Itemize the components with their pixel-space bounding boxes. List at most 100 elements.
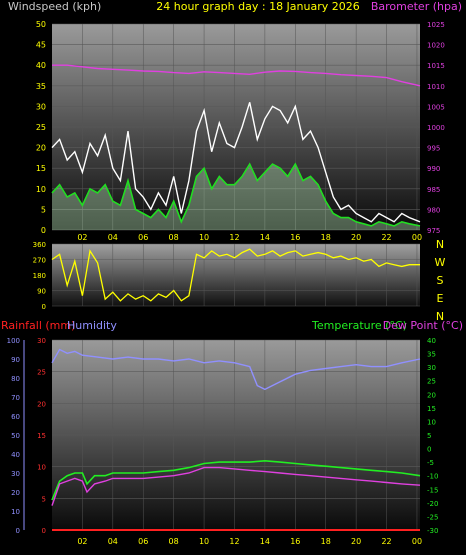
wind-x-tick-label: 02 [77, 233, 87, 242]
wind-y-tick-label: 50 [36, 20, 46, 29]
temperature-y-tick-label: 15 [427, 405, 436, 413]
wind-y-tick-label: 45 [36, 41, 46, 50]
rainfall-y-tick-label: 30 [37, 337, 46, 345]
temperature-y-tick-label: -10 [427, 473, 438, 481]
temperature-y-tick-label: -5 [427, 459, 434, 467]
rainfall-y-tick-label: 0 [42, 527, 46, 535]
direction-y-tick-label: 90 [37, 288, 46, 296]
windspeed-title: Windspeed (kph) [8, 0, 101, 13]
humidity-y-tick-label: 70 [11, 394, 20, 402]
dewpoint-line [51, 466, 421, 506]
temperature-y-tick-label: -30 [427, 527, 438, 535]
barometer-title: Barometer (hpa) [371, 0, 462, 13]
barometer-y-tick-label: 1020 [427, 42, 445, 50]
wind-y-tick-label: 5 [41, 205, 46, 214]
wind-y-tick-label: 20 [36, 144, 46, 153]
wind-x-tick-label: 06 [138, 233, 148, 242]
wind-y-tick-label: 10 [36, 185, 46, 194]
wind-y-tick-label: 30 [36, 102, 46, 111]
rainfall-title: Rainfall (mm) [1, 319, 75, 332]
compass-label: W [435, 256, 446, 269]
wind-x-tick-label: 00 [412, 233, 422, 242]
temp-x-tick-label: 22 [381, 537, 391, 546]
humidity-y-tick-label: 60 [11, 413, 20, 421]
temperature-y-tick-label: -20 [427, 500, 438, 508]
barometer-y-tick-label: 1025 [427, 21, 445, 29]
wind-y-tick-label: 15 [36, 164, 46, 173]
temperature-line [51, 459, 421, 501]
wind-y-tick-label: 40 [36, 61, 46, 70]
barometer-y-tick-label: 1000 [427, 124, 445, 132]
temperature-y-tick-label: 5 [427, 432, 431, 440]
direction-series [51, 248, 420, 302]
wind-x-tick-label: 16 [290, 233, 300, 242]
temperature-title: Temperature (°C) [311, 319, 407, 332]
temp-x-tick-label: 16 [290, 537, 300, 546]
humidity-y-tick-label: 80 [11, 375, 20, 383]
humidity-line [51, 348, 421, 391]
wind-x-tick-label: 14 [260, 233, 270, 242]
compass-label: S [437, 274, 444, 287]
wind-x-tick-label: 22 [381, 233, 391, 242]
direction-y-tick-label: 0 [42, 303, 46, 311]
wind-series [51, 64, 421, 230]
wind-avg-line [51, 162, 421, 227]
wind-gust-line [51, 102, 421, 223]
compass-label: N [436, 310, 444, 323]
wind-avg-fill [52, 164, 420, 230]
temp-x-tick-label: 02 [77, 537, 87, 546]
temp-x-tick-label: 00 [412, 537, 422, 546]
compass-label: E [437, 292, 444, 305]
humidity-title: Humidity [67, 319, 117, 332]
direction-y-tick-label: 270 [33, 257, 46, 265]
rainfall-y-tick-label: 5 [42, 495, 46, 503]
humidity-y-tick-label: 0 [16, 527, 20, 535]
wind-x-tick-label: 10 [199, 233, 209, 242]
barometer-y-tick-label: 990 [427, 165, 440, 173]
barometer-line [52, 64, 421, 87]
temp-x-tick-label: 14 [260, 537, 270, 546]
temperature-y-tick-label: 20 [427, 391, 436, 399]
temp-x-tick-label: 18 [321, 537, 331, 546]
wind-x-tick-label: 12 [229, 233, 239, 242]
date-title: 24 hour graph day : 18 January 2026 [156, 0, 360, 13]
temperature-y-tick-label: -25 [427, 513, 438, 521]
temperature-y-tick-label: 30 [427, 364, 436, 372]
humidity-y-tick-label: 100 [7, 337, 20, 345]
temp-axis-ticks: 0102030405060708090100051015202530-30-25… [7, 337, 439, 546]
humidity-y-tick-label: 30 [11, 470, 20, 478]
rainfall-y-tick-label: 15 [37, 432, 46, 440]
wind-x-tick-label: 04 [108, 233, 118, 242]
direction-y-tick-label: 360 [33, 241, 46, 249]
temp-x-tick-label: 06 [138, 537, 148, 546]
temperature-y-tick-label: 40 [427, 337, 436, 345]
humidity-y-tick-label: 10 [11, 508, 20, 516]
wind-x-tick-label: 08 [169, 233, 179, 242]
humidity-y-tick-label: 90 [11, 356, 20, 364]
humidity-y-tick-label: 20 [11, 489, 20, 497]
barometer-y-tick-label: 995 [427, 145, 440, 153]
direction-line [51, 248, 420, 302]
wind-y-tick-label: 35 [36, 82, 46, 91]
temp-x-tick-label: 12 [229, 537, 239, 546]
barometer-y-tick-label: 1010 [427, 83, 445, 91]
temp-x-tick-label: 10 [199, 537, 209, 546]
wind-x-tick-label: 20 [351, 233, 361, 242]
barometer-y-tick-label: 1005 [427, 103, 445, 111]
barometer-y-tick-label: 980 [427, 206, 440, 214]
temp-x-tick-label: 08 [169, 537, 179, 546]
temperature-y-tick-label: 35 [427, 351, 436, 359]
temperature-y-tick-label: -15 [427, 486, 438, 494]
temperature-y-tick-label: 25 [427, 378, 436, 386]
temp-x-tick-label: 04 [108, 537, 118, 546]
temperature-y-tick-label: 0 [427, 446, 431, 454]
wind-y-tick-label: 0 [41, 226, 46, 235]
wind-x-tick-label: 18 [321, 233, 331, 242]
temperature-y-tick-label: 10 [427, 418, 436, 426]
rainfall-y-tick-label: 10 [37, 464, 46, 472]
compass-label: N [436, 238, 444, 251]
barometer-y-tick-label: 1015 [427, 62, 445, 70]
